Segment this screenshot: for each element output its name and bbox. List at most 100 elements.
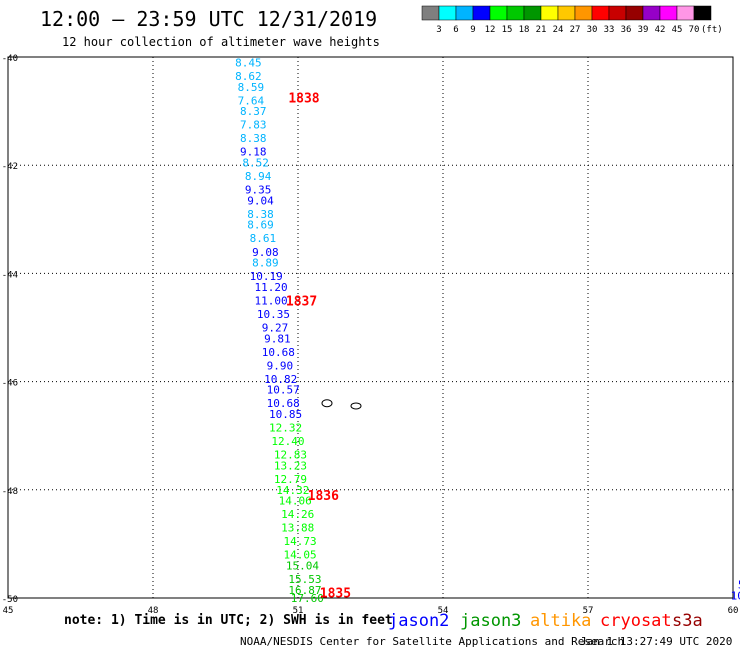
satellite-name: jason2 — [388, 611, 449, 631]
wave-height-value: 8.61 — [250, 232, 277, 245]
legend-swatch — [540, 5, 559, 21]
lon-label: 45 — [3, 606, 14, 616]
legend-swatch — [523, 5, 542, 21]
lon-label: 60 — [728, 606, 739, 616]
legend-tick: 21 — [536, 25, 547, 35]
wave-height-value: 8.94 — [245, 170, 272, 183]
map-subtitle: 12 hour collection of altimeter wave hei… — [62, 35, 380, 49]
wave-height-value: 13.23 — [274, 459, 307, 472]
wave-height-value: 12.40 — [271, 435, 304, 448]
legend-swatch — [421, 5, 440, 21]
legend-swatch — [489, 5, 508, 21]
wave-height-value: 16.87 — [288, 584, 321, 597]
footer-note: note: 1) Time is in UTC; 2) SWH is in fe… — [64, 613, 393, 628]
track-number-label: 1838 — [288, 92, 319, 107]
legend-tick: 15 — [502, 25, 513, 35]
legend-swatch — [574, 5, 593, 21]
track-number-label: 1837 — [286, 294, 317, 309]
wave-height-value: 10.68 — [267, 397, 300, 410]
legend-tick: 24 — [553, 25, 564, 35]
wave-height-value: 9.27 — [262, 322, 289, 335]
wave-height-value: 14.06 — [279, 495, 312, 508]
wave-height-value: 8.62 — [235, 70, 262, 83]
wave-height-value: 12.32 — [269, 422, 302, 435]
legend-swatch — [506, 5, 525, 21]
wave-height-value: 8.38 — [247, 208, 274, 221]
wave-height-value: 8.45 — [235, 56, 262, 69]
wave-height-value: 8.37 — [240, 105, 267, 118]
lat-label: -40 — [2, 54, 18, 64]
satellite-legend: jason2 jason3 altika cryosat s3a — [388, 611, 703, 631]
footer-credit: NOAA/NESDIS Center for Satellite Applica… — [240, 635, 624, 648]
legend-swatch — [659, 5, 678, 21]
wave-height-value: 8.69 — [247, 219, 274, 232]
wave-height-value: 11.20 — [255, 281, 288, 294]
lat-label: -44 — [2, 270, 18, 280]
legend-tick: 9 — [470, 25, 475, 35]
legend-tick: 6 — [453, 25, 458, 35]
track-number-label: 1836 — [308, 489, 339, 504]
wave-height-value: 7.83 — [240, 119, 267, 132]
map-title: 12:00 – 23:59 UTC 12/31/2019 — [40, 7, 377, 31]
wave-height-value: 10.85 — [269, 408, 302, 421]
wave-height-value: 14.32 — [276, 484, 309, 497]
island-outline — [321, 399, 333, 408]
track-labels: 1838 1837 1836 1835 — [286, 92, 351, 602]
legend-tick: 45 — [672, 25, 683, 35]
wave-height-value: 8.59 — [238, 81, 264, 94]
wave-height-value: 10.19 — [250, 270, 283, 283]
wave-height-values: 8.458.628.597.648.377.838.389.188.528.94… — [235, 56, 740, 605]
wave-height-value: 8.89 — [252, 257, 278, 270]
wave-height-value: 10.82 — [264, 373, 297, 386]
legend-tick: 42 — [655, 25, 666, 35]
legend-tick: 12 — [485, 25, 496, 35]
wave-height-value: 13.88 — [281, 522, 314, 535]
legend-tick: 18 — [519, 25, 530, 35]
wave-height-value: 17.60 — [291, 592, 324, 605]
wave-height-value: 10.68 — [262, 346, 295, 359]
wave-height-value: 5 — [738, 578, 740, 591]
legend-tick: 36 — [621, 25, 632, 35]
lon-label: 57 — [583, 606, 594, 616]
wave-height-value: 14.26 — [281, 508, 314, 521]
satellite-name: jason3 — [460, 611, 521, 631]
legend-tick: 33 — [604, 25, 615, 35]
legend-swatch — [676, 5, 695, 21]
wave-height-value: 9.81 — [264, 332, 291, 345]
satellite-name: altika — [530, 611, 591, 631]
wave-height-value: 7.64 — [238, 94, 265, 107]
wave-height-value: 11.00 — [255, 294, 288, 307]
wave-height-value: 14.05 — [284, 549, 317, 562]
wave-height-value: 9.35 — [245, 184, 271, 197]
legend-swatch — [591, 5, 610, 21]
lat-lon-grid — [8, 57, 733, 598]
wave-height-value: 12.83 — [274, 449, 307, 462]
map-frame — [7, 56, 734, 599]
legend-swatch — [608, 5, 627, 21]
satellite-name: cryosat — [600, 611, 672, 631]
wave-height-value: 10.35 — [257, 308, 290, 321]
lat-label: -48 — [2, 487, 18, 497]
wave-height-value: 8.52 — [242, 156, 269, 169]
legend-swatch — [472, 5, 491, 21]
lon-label: 51 — [293, 606, 304, 616]
wave-height-value: 9.04 — [247, 194, 274, 207]
legend-swatch — [642, 5, 661, 21]
legend-swatch — [693, 5, 712, 21]
satellite-name: s3a — [672, 611, 703, 631]
wave-height-value: 15.53 — [288, 573, 321, 586]
legend-swatch — [438, 5, 457, 21]
wave-height-value: 15.04 — [286, 560, 319, 573]
legend-swatch — [455, 5, 474, 21]
legend-tick: 27 — [570, 25, 581, 35]
lat-label: -46 — [2, 379, 18, 389]
footer-timestamp: Jan 1 13:27:49 UTC 2020 — [580, 635, 732, 648]
legend-tick: 39 — [638, 25, 649, 35]
wave-height-color-legend: 3 6 9 12 15 18 21 24 27 30 33 36 39 42 45 70 (ft) — [421, 5, 723, 35]
lat-label: -42 — [2, 162, 18, 172]
legend-tick: 3 — [436, 25, 441, 35]
legend-swatch — [557, 5, 576, 21]
wave-height-value: 10 — [731, 589, 740, 602]
wave-height-value: 12.79 — [274, 473, 307, 486]
